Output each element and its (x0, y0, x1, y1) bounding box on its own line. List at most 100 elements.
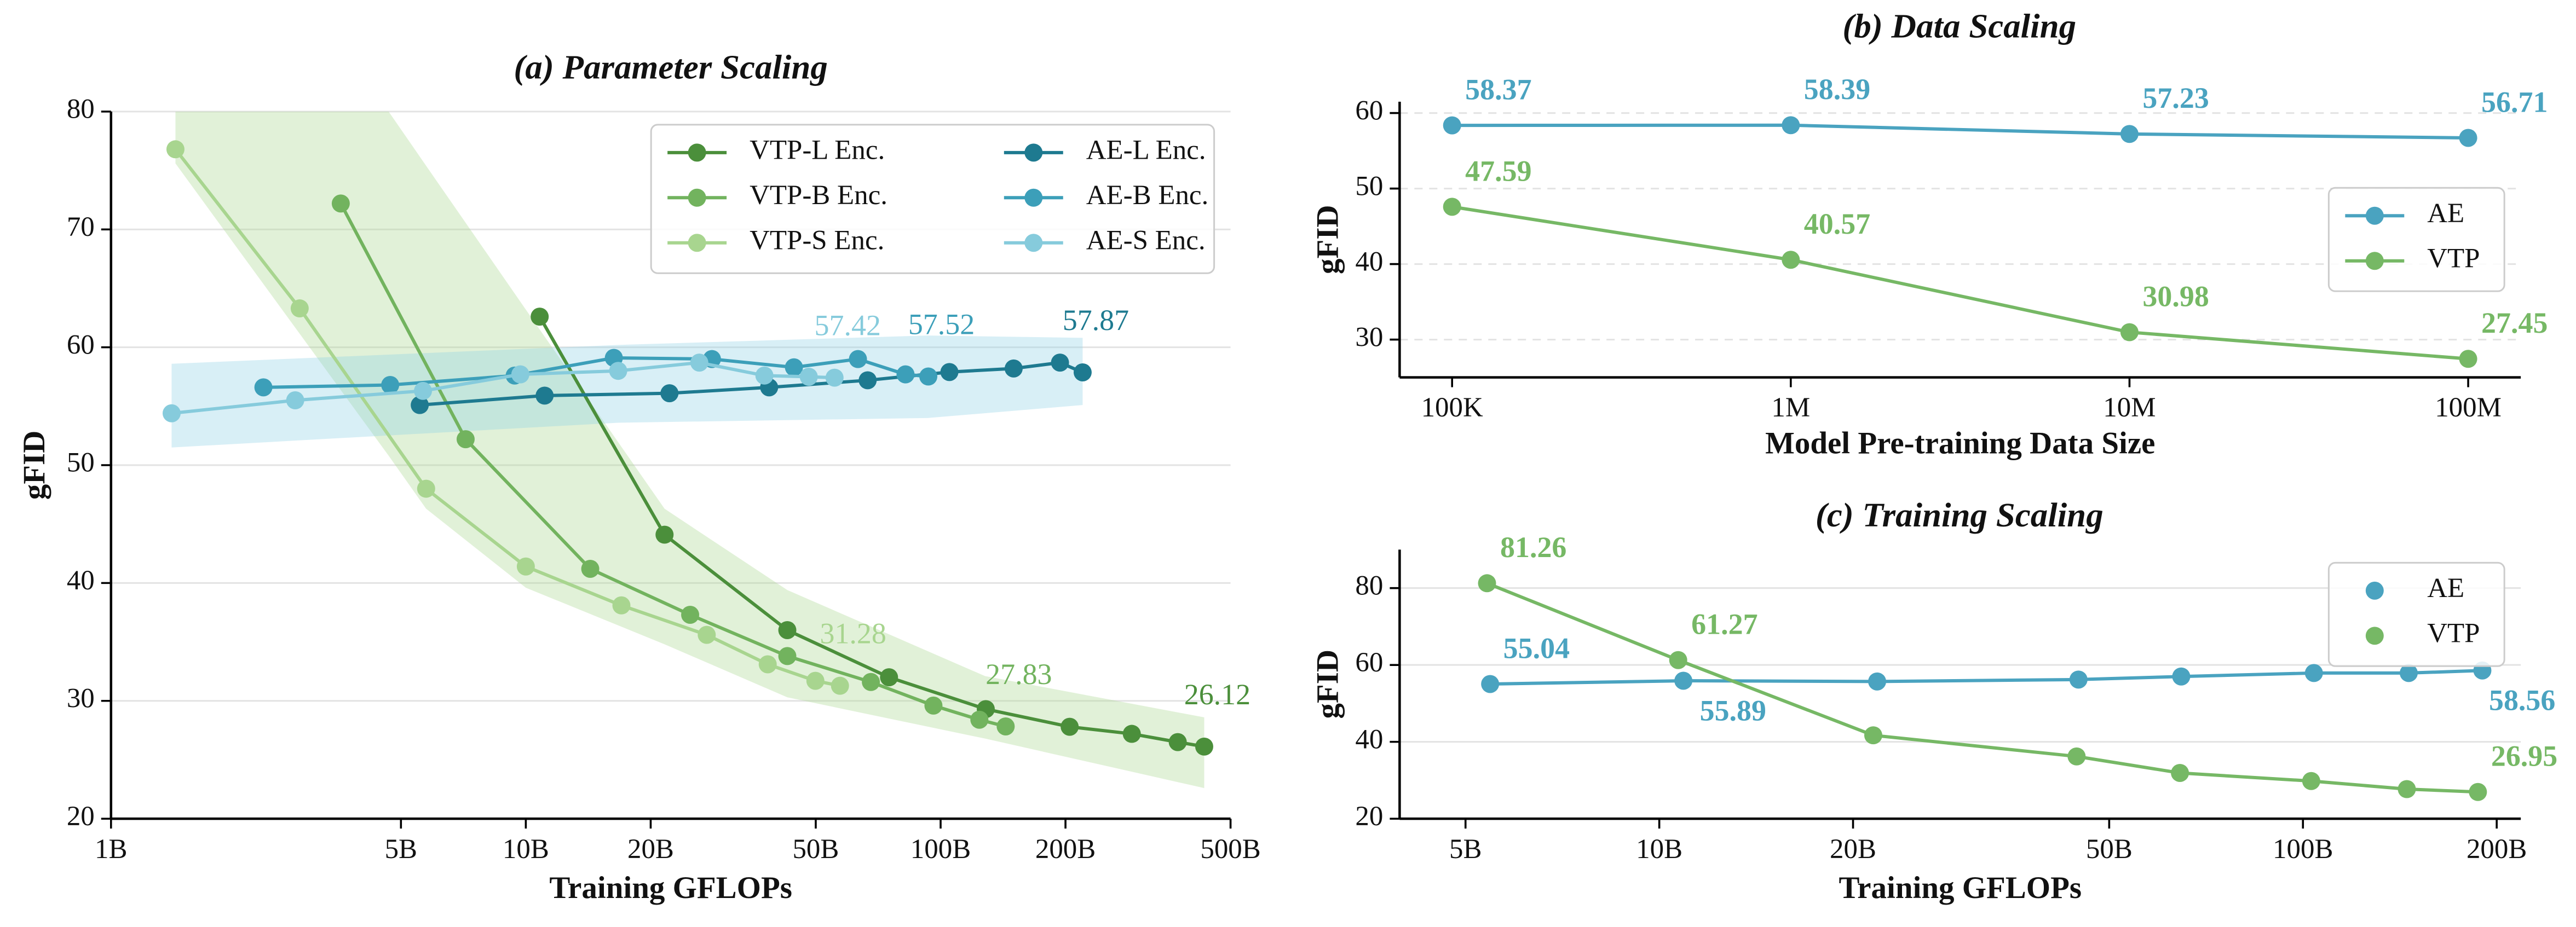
data-point (1443, 116, 1461, 135)
data-point (858, 371, 877, 390)
x-axis-label: Training GFLOPs (1839, 871, 2082, 905)
subplot: (c) Training Scaling Training GFLOPs gFID 2… (1311, 496, 2558, 905)
data-point (2171, 764, 2189, 783)
data-point (1669, 651, 1687, 669)
y-tick-label: 80 (1355, 570, 1383, 601)
x-tick-label: 50B (2086, 834, 2133, 865)
data-point (1195, 737, 1213, 756)
data-point (417, 479, 435, 498)
y-tick-label: 70 (67, 212, 95, 242)
data-point (690, 354, 708, 372)
y-tick-label: 20 (1355, 801, 1383, 832)
legend-label: VTP-S Enc. (750, 225, 884, 256)
x-tick-label: 20B (1830, 834, 1876, 865)
legend-box (2327, 187, 2505, 292)
value-label: 58.56 (2489, 684, 2555, 717)
data-point (755, 366, 774, 385)
y-tick-label: 60 (67, 329, 95, 360)
value-label: 30.98 (2142, 280, 2209, 312)
x-tick-label: 10B (503, 834, 549, 865)
data-point (516, 557, 535, 576)
data-point (166, 140, 185, 159)
data-point (849, 350, 867, 368)
legend-marker (2365, 581, 2384, 600)
x-tick-label: 5B (385, 834, 417, 865)
legend-label: AE-L Enc. (1086, 135, 1206, 166)
data-point (2459, 129, 2477, 147)
series-line (1490, 669, 2483, 686)
data-point (414, 381, 433, 400)
data-point (785, 358, 803, 376)
y-tick-label: 80 (67, 94, 95, 125)
value-label: 31.28 (820, 617, 886, 650)
value-label: 57.52 (908, 308, 975, 340)
data-point (331, 194, 350, 213)
value-label: 27.45 (2481, 306, 2548, 339)
value-label: 27.83 (986, 658, 1052, 691)
value-label: 81.26 (1500, 531, 1566, 564)
data-point (996, 717, 1015, 735)
legend-label: AE-S Enc. (1086, 225, 1206, 256)
data-point (1004, 359, 1023, 378)
value-label: 56.71 (2481, 85, 2548, 118)
value-label: 57.42 (815, 309, 881, 342)
data-point (1481, 675, 1500, 693)
x-tick-label: 100B (910, 834, 971, 865)
data-point (456, 430, 475, 449)
legend-label: AE (2427, 573, 2464, 604)
legend-label: AE (2427, 198, 2464, 229)
x-tick-label: 50B (792, 834, 839, 865)
y-tick-label: 40 (1355, 246, 1383, 277)
data-point (2172, 667, 2191, 686)
x-tick-label: 100M (2435, 392, 2502, 423)
y-axis-label: gFID (1311, 205, 1345, 274)
data-point (381, 376, 400, 395)
data-point (612, 596, 631, 615)
x-tick-label: 200B (1035, 834, 1096, 865)
legend-marker (688, 188, 706, 207)
x-tick-label: 10B (1636, 834, 1682, 865)
value-label: 47.59 (1465, 154, 1531, 187)
data-point (778, 647, 797, 665)
legend-label: VTP-B Enc. (750, 180, 888, 211)
series-line (1451, 205, 2469, 361)
y-tick-label: 50 (67, 448, 95, 478)
data-point (831, 676, 849, 695)
x-axis-label: Model Pre-training Data Size (1765, 426, 2155, 461)
data-point (655, 525, 674, 544)
series-line (1486, 582, 2478, 794)
data-point (825, 368, 844, 387)
y-tick-label: 20 (67, 801, 95, 832)
value-label: 26.12 (1184, 678, 1250, 711)
legend-marker (688, 143, 706, 162)
data-point (1478, 574, 1496, 593)
legend-marker (2365, 252, 2384, 270)
legend-box (650, 124, 1215, 274)
subplot-title: (c) Training Scaling (1816, 496, 2104, 534)
data-point (2459, 350, 2477, 368)
subplot-title: (b) Data Scaling (1842, 7, 2076, 45)
y-tick-label: 40 (67, 565, 95, 596)
legend-marker (2365, 206, 2384, 225)
legend-label: AE-B Enc. (1086, 180, 1209, 211)
data-point (896, 365, 915, 384)
data-point (1782, 251, 1800, 269)
subplot: (a) Parameter Scaling Training GFLOPs gFID… (17, 48, 1261, 905)
legend: AE VTP (2327, 187, 2505, 292)
value-label: 57.23 (2142, 82, 2209, 114)
data-point (2399, 664, 2418, 682)
x-axis-label: Training GFLOPs (549, 871, 792, 905)
legend-marker (2365, 627, 2384, 645)
data-point (2304, 664, 2323, 682)
y-tick-label: 30 (1355, 322, 1383, 352)
x-tick-label: 5B (1449, 834, 1482, 865)
x-tick-label: 20B (627, 834, 674, 865)
value-label: 55.89 (1700, 694, 1766, 727)
data-point (535, 386, 554, 405)
data-point (2469, 783, 2487, 801)
x-tick-label: 100K (1421, 392, 1483, 423)
data-point (698, 625, 716, 644)
data-point (660, 384, 679, 403)
subplot: (b) Data Scaling Model Pre-training Data … (1311, 7, 2548, 460)
